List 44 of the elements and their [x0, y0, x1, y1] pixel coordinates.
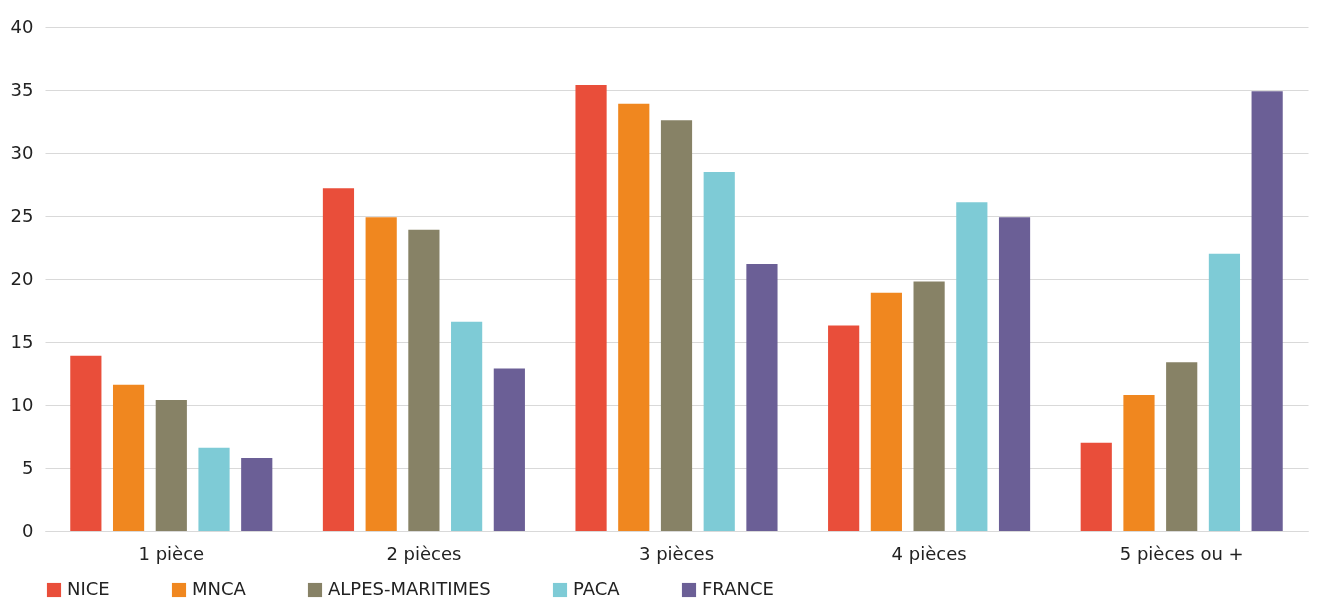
bar: [1123, 394, 1155, 531]
x-tick-label: 1 pièce: [138, 542, 205, 564]
bar: [1166, 362, 1198, 531]
x-tick-label: 3 pièces: [638, 542, 715, 564]
y-tick-label: 5: [22, 456, 34, 478]
x-tick-label: 5 pièces ou +: [1119, 542, 1244, 564]
y-tick-label: 15: [10, 330, 34, 352]
bar: [198, 447, 230, 531]
bar: [112, 384, 145, 531]
bar: [870, 292, 902, 531]
y-tick-label: 10: [10, 393, 34, 415]
x-tick-label: 2 pièces: [386, 542, 462, 564]
legend-label: ALPES-MARITIMES: [328, 578, 491, 599]
bar: [956, 202, 988, 531]
bar: [451, 321, 483, 531]
bar: [913, 281, 945, 531]
bar: [322, 188, 355, 531]
bar: [618, 103, 650, 531]
legend-label: PACA: [573, 578, 621, 599]
bar: [155, 399, 187, 531]
bar: [746, 263, 778, 531]
bar: [365, 217, 397, 531]
y-tick-label: 0: [22, 519, 34, 541]
bar: [408, 229, 440, 531]
bar: [1251, 91, 1283, 531]
bar: [70, 355, 102, 531]
bar: [660, 120, 693, 531]
bar: [703, 171, 735, 531]
bar: [998, 217, 1031, 531]
legend-label: NICE: [67, 578, 110, 599]
y-tick-label: 30: [10, 141, 34, 163]
bar: [241, 457, 273, 531]
y-tick-label: 40: [10, 15, 34, 37]
x-tick-label: 4 pièces: [891, 542, 967, 564]
bar: [1080, 442, 1112, 531]
y-tick-label: 35: [10, 78, 34, 100]
bar: [575, 84, 607, 531]
legend-label: MNCA: [192, 578, 247, 599]
y-tick-label: 25: [10, 204, 34, 226]
bar: [493, 368, 525, 531]
y-tick-label: 20: [10, 267, 34, 289]
legend-label: FRANCE: [702, 578, 774, 599]
bar: [1208, 253, 1241, 531]
bar: [828, 325, 860, 531]
